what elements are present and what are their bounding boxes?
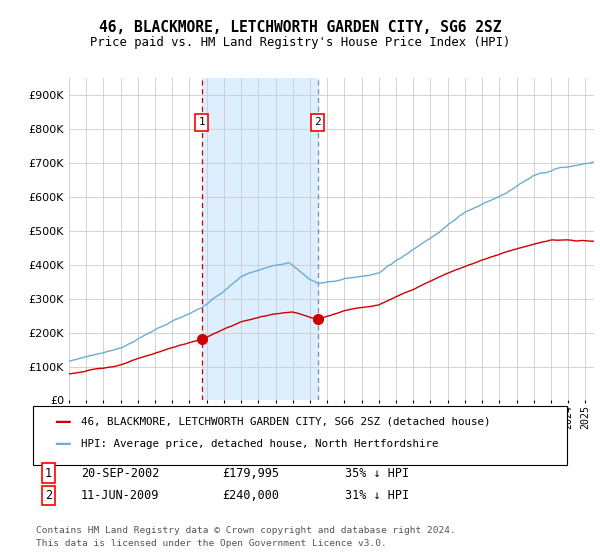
Text: £240,000: £240,000 [222, 489, 279, 502]
Text: 35% ↓ HPI: 35% ↓ HPI [345, 466, 409, 480]
Text: 46, BLACKMORE, LETCHWORTH GARDEN CITY, SG6 2SZ (detached house): 46, BLACKMORE, LETCHWORTH GARDEN CITY, S… [81, 417, 491, 427]
Text: —: — [54, 413, 71, 431]
Text: 46, BLACKMORE, LETCHWORTH GARDEN CITY, SG6 2SZ: 46, BLACKMORE, LETCHWORTH GARDEN CITY, S… [99, 20, 501, 35]
Text: This data is licensed under the Open Government Licence v3.0.: This data is licensed under the Open Gov… [36, 539, 387, 548]
Bar [202, 78, 317, 400]
Text: Price paid vs. HM Land Registry's House Price Index (HPI): Price paid vs. HM Land Registry's House … [90, 36, 510, 49]
Text: 2: 2 [314, 118, 321, 128]
Text: £179,995: £179,995 [222, 466, 279, 480]
Text: 1: 1 [199, 118, 205, 128]
Text: 2: 2 [45, 489, 52, 502]
Text: Contains HM Land Registry data © Crown copyright and database right 2024.: Contains HM Land Registry data © Crown c… [36, 526, 456, 535]
Text: HPI: Average price, detached house, North Hertfordshire: HPI: Average price, detached house, Nort… [81, 439, 439, 449]
Text: 20-SEP-2002: 20-SEP-2002 [81, 466, 160, 480]
Text: 31% ↓ HPI: 31% ↓ HPI [345, 489, 409, 502]
Text: 1: 1 [45, 466, 52, 480]
Text: —: — [54, 435, 71, 453]
Text: 11-JUN-2009: 11-JUN-2009 [81, 489, 160, 502]
